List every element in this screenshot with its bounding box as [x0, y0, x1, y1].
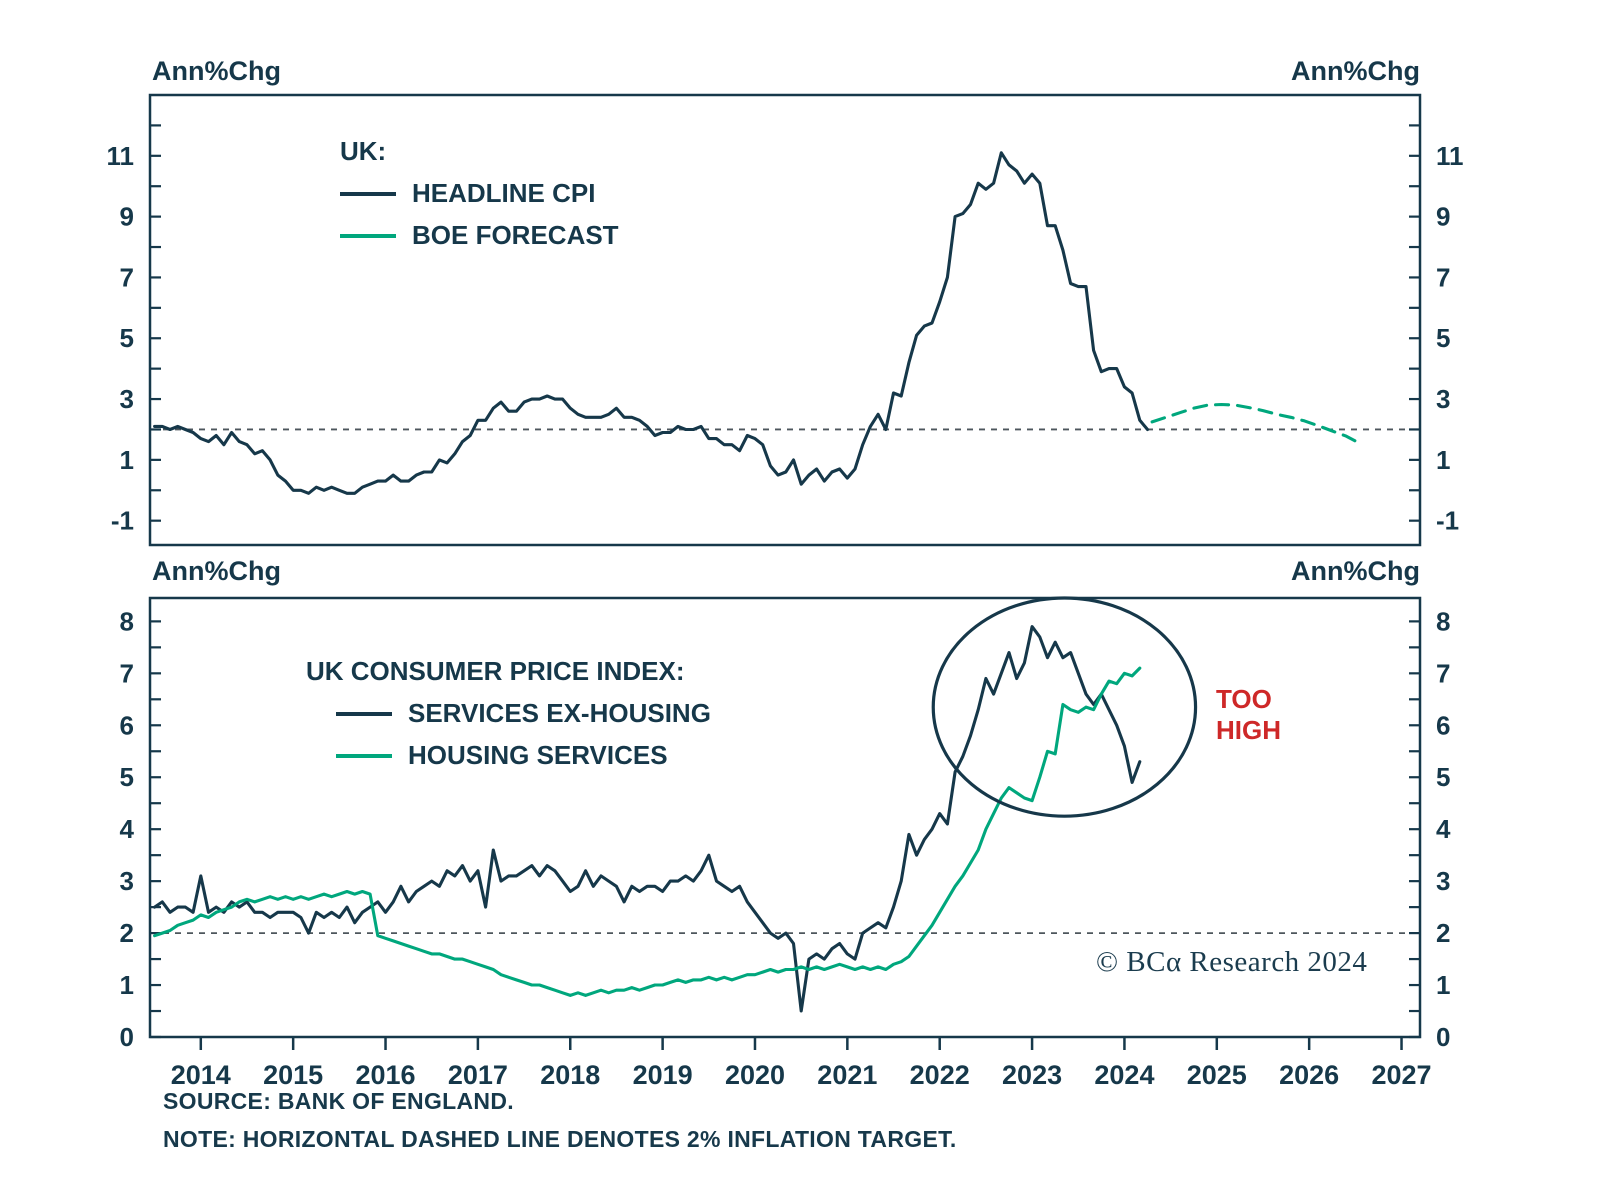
source-note: SOURCE: BANK OF ENGLAND. [163, 1088, 514, 1114]
y-ticks [150, 124, 1420, 522]
y-tick-label-right: 8 [1436, 606, 1450, 636]
y-tick-label-right: 5 [1436, 762, 1450, 792]
y-tick-label-left: 9 [120, 202, 134, 232]
services-ex-housing-line-swatch [336, 711, 392, 716]
y-tick-label-left: 1 [120, 445, 134, 475]
bottom-panel-legend: UK CONSUMER PRICE INDEX: SERVICES EX-HOU… [306, 656, 711, 771]
x-axis: 2014 2015 2016 2017 2018 2019 2020 2021 2022 2023… [171, 1037, 1432, 1090]
x-tick-label: 2026 [1279, 1060, 1339, 1090]
top-legend-title: UK: [340, 136, 387, 166]
plot-frame [148, 596, 1422, 1039]
y-tick-label-left: 5 [120, 762, 134, 792]
y-tick-labels: 8 8 7 7 6 6 5 5 4 4 3 3 2 2 1 1 0 0 [120, 606, 1451, 1052]
top-panel-legend: UK: HEADLINE CPI BOE FORECAST [340, 136, 619, 251]
x-tick-label: 2019 [633, 1060, 693, 1090]
services-ex-housing-legend-label: SERVICES EX-HOUSING [408, 698, 711, 728]
y-tick-label-right: 3 [1436, 866, 1450, 896]
housing-services-legend-label: HOUSING SERVICES [408, 740, 668, 770]
y-tick-label-right: 2 [1436, 918, 1450, 948]
boe-forecast-line-swatch [340, 233, 396, 238]
bottom-panel-unit-label-right: Ann%Chg [1291, 556, 1420, 586]
series-boe-forecast [1150, 402, 1357, 443]
bottom-legend-title: UK CONSUMER PRICE INDEX: [306, 656, 685, 686]
series-services-ex-housing [153, 625, 1142, 1013]
x-tick-label: 2020 [725, 1060, 785, 1090]
x-tick-label: 2015 [263, 1060, 323, 1090]
y-tick-label-right: 6 [1436, 710, 1450, 740]
x-tick-label: 2025 [1187, 1060, 1247, 1090]
y-tick-label-right: -1 [1436, 506, 1459, 536]
top-panel-unit-label-right: Ann%Chg [1291, 56, 1420, 86]
top-panel: 11 119 97 75 53 31 1-1 -1 [107, 93, 1464, 547]
y-tick-label-left: 3 [120, 866, 134, 896]
x-tick-label: 2016 [355, 1060, 415, 1090]
footer-notes: SOURCE: BANK OF ENGLAND. NOTE: HORIZONTA… [163, 1088, 957, 1153]
legend-item-headline-cpi: HEADLINE CPI [340, 178, 619, 209]
y-tick-labels: 11 119 97 75 53 31 1-1 -1 [107, 141, 1464, 536]
x-tick-label: 2021 [817, 1060, 877, 1090]
target-note: NOTE: HORIZONTAL DASHED LINE DENOTES 2% … [163, 1126, 957, 1152]
x-tick-label: 2017 [448, 1060, 508, 1090]
y-tick-label-right: 7 [1436, 262, 1450, 292]
plot-frame [148, 93, 1422, 547]
y-tick-label-right: 4 [1436, 814, 1451, 844]
y-tick-label-left: 5 [120, 323, 134, 353]
x-tick-label: 2018 [540, 1060, 600, 1090]
y-tick-label-right: 1 [1436, 970, 1450, 1000]
housing-services-line-swatch [336, 753, 392, 758]
bottom-panel-unit-label-left: Ann%Chg [152, 556, 281, 586]
y-tick-label-right: 3 [1436, 384, 1450, 414]
top-panel-unit-label-left: Ann%Chg [152, 56, 281, 86]
copyright-watermark: © BCα Research 2024 [1096, 946, 1368, 978]
x-tick-label: 2024 [1094, 1060, 1154, 1090]
x-tick-label: 2014 [171, 1060, 231, 1090]
too-high-ellipse [931, 596, 1198, 818]
series-housing-services [153, 666, 1142, 997]
y-tick-label-right: 7 [1436, 658, 1450, 688]
y-tick-label-right: 0 [1436, 1022, 1450, 1052]
y-tick-label-right: 1 [1436, 445, 1450, 475]
y-tick-label-left: 7 [120, 262, 134, 292]
x-tick-label: 2022 [910, 1060, 970, 1090]
legend-item-boe-forecast: BOE FORECAST [340, 220, 619, 251]
legend-item-housing-services: HOUSING SERVICES [336, 740, 711, 771]
y-tick-label-left: 1 [120, 970, 134, 1000]
headline-cpi-legend-label: HEADLINE CPI [412, 178, 596, 208]
y-tick-label-left: 0 [120, 1022, 134, 1052]
too-high-annotation: TOO HIGH [1216, 684, 1281, 746]
headline-cpi-line-swatch [340, 191, 396, 196]
series-headline-cpi [153, 151, 1150, 495]
boe-forecast-legend-label: BOE FORECAST [412, 220, 619, 250]
y-tick-label-left: 11 [107, 141, 135, 171]
y-tick-label-right: 5 [1436, 323, 1450, 353]
y-tick-label-left: -1 [111, 506, 134, 536]
y-tick-label-left: 6 [120, 710, 134, 740]
y-tick-label-left: 7 [120, 658, 134, 688]
y-tick-label-left: 4 [120, 814, 135, 844]
y-tick-label-right: 11 [1436, 141, 1464, 171]
legend-item-services-ex-housing: SERVICES EX-HOUSING [336, 698, 711, 729]
y-tick-label-left: 8 [120, 606, 134, 636]
x-tick-label: 2023 [1002, 1060, 1062, 1090]
x-tick-label: 2027 [1371, 1060, 1431, 1090]
y-tick-label-left: 3 [120, 384, 134, 414]
y-tick-label-right: 9 [1436, 202, 1450, 232]
y-tick-label-left: 2 [120, 918, 134, 948]
